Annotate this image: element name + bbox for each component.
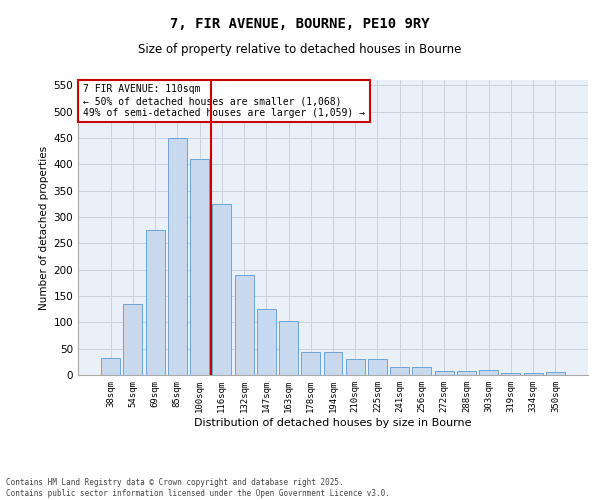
Bar [457, 372, 476, 375]
Bar [390, 367, 409, 375]
Bar [346, 359, 365, 375]
Bar [546, 372, 565, 375]
Bar [301, 352, 320, 375]
Bar [479, 370, 498, 375]
Text: Size of property relative to detached houses in Bourne: Size of property relative to detached ho… [139, 42, 461, 56]
Bar [168, 138, 187, 375]
Bar [435, 372, 454, 375]
Bar [124, 304, 142, 375]
Y-axis label: Number of detached properties: Number of detached properties [39, 146, 49, 310]
Bar [190, 159, 209, 375]
Bar [101, 358, 120, 375]
Bar [257, 309, 276, 375]
X-axis label: Distribution of detached houses by size in Bourne: Distribution of detached houses by size … [194, 418, 472, 428]
Bar [412, 367, 431, 375]
Text: 7, FIR AVENUE, BOURNE, PE10 9RY: 7, FIR AVENUE, BOURNE, PE10 9RY [170, 18, 430, 32]
Bar [146, 230, 164, 375]
Bar [368, 359, 387, 375]
Bar [235, 275, 254, 375]
Bar [323, 352, 343, 375]
Bar [502, 373, 520, 375]
Text: Contains HM Land Registry data © Crown copyright and database right 2025.
Contai: Contains HM Land Registry data © Crown c… [6, 478, 390, 498]
Bar [524, 374, 542, 375]
Bar [212, 204, 231, 375]
Text: 7 FIR AVENUE: 110sqm
← 50% of detached houses are smaller (1,068)
49% of semi-de: 7 FIR AVENUE: 110sqm ← 50% of detached h… [83, 84, 365, 117]
Bar [279, 322, 298, 375]
